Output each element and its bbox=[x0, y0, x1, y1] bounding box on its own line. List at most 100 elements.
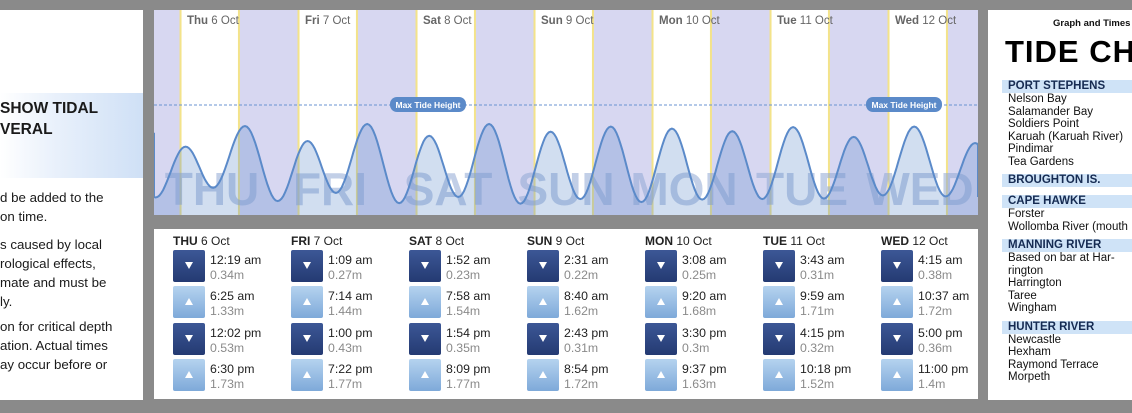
info-para1-line2: on time. bbox=[0, 209, 48, 224]
high-tide-button[interactable] bbox=[881, 286, 913, 318]
region-header[interactable]: PORT STEPHENS bbox=[1002, 80, 1132, 93]
region-header[interactable]: BROUGHTON IS. bbox=[1002, 174, 1132, 187]
high-tide-button[interactable] bbox=[173, 359, 205, 391]
tide-height: 1.73m bbox=[210, 377, 245, 391]
region-name: CAPE HAWKE bbox=[1008, 195, 1086, 207]
location-panel: Graph and Times TIDE CH PORT STEPHENS Nel… bbox=[988, 10, 1132, 400]
location-link[interactable]: Wingham bbox=[1008, 302, 1057, 314]
low-tide-button[interactable] bbox=[763, 250, 795, 282]
low-tide-button[interactable] bbox=[409, 323, 441, 355]
watermark-day-label: TUE bbox=[756, 163, 848, 215]
chevron-down-icon bbox=[421, 335, 429, 342]
location-link[interactable]: Soldiers Point bbox=[1008, 118, 1079, 130]
location-link[interactable]: Wollomba River (mouth bbox=[1008, 220, 1128, 233]
location-link[interactable]: Forster bbox=[1008, 208, 1045, 220]
location-link[interactable]: Salamander Bay bbox=[1008, 105, 1094, 118]
location-link[interactable]: Tea Gardens bbox=[1008, 155, 1074, 168]
low-tide-button[interactable] bbox=[409, 250, 441, 282]
day-header: FRI 7 Oct bbox=[291, 234, 343, 248]
low-tide-button[interactable] bbox=[881, 250, 913, 282]
high-tide-button[interactable] bbox=[763, 286, 795, 318]
tide-row: 1:54 pm 0.35m bbox=[409, 323, 507, 357]
tide-height: 0.23m bbox=[446, 268, 481, 282]
location-link[interactable]: Morpeth bbox=[1008, 371, 1051, 383]
high-tide-button[interactable] bbox=[291, 359, 323, 391]
high-tide-button[interactable] bbox=[291, 286, 323, 318]
high-tide-button[interactable] bbox=[645, 286, 677, 318]
region-name: MANNING RIVER bbox=[1008, 239, 1102, 251]
max-tide-label-fri-bg bbox=[390, 97, 466, 112]
tide-height: 1.68m bbox=[682, 304, 717, 318]
tide-height: 0.43m bbox=[328, 341, 363, 355]
location-link[interactable]: Based on bar at Har- bbox=[1008, 252, 1115, 264]
high-tide-button[interactable] bbox=[763, 359, 795, 391]
tide-row: 6:25 am 1.33m bbox=[173, 286, 271, 320]
day-header: TUE 11 Oct bbox=[763, 234, 825, 248]
high-tide-button[interactable] bbox=[645, 359, 677, 391]
tide-height: 0.31m bbox=[564, 341, 599, 355]
low-tide-button[interactable] bbox=[291, 250, 323, 282]
tide-height: 0.31m bbox=[800, 268, 835, 282]
location-link[interactable]: Newcastle bbox=[1008, 333, 1062, 346]
tide-row: 7:58 am 1.54m bbox=[409, 286, 507, 320]
tide-time: 12:19 am bbox=[210, 253, 262, 267]
tide-height: 0.34m bbox=[210, 268, 245, 282]
high-tide-button[interactable] bbox=[527, 359, 559, 391]
low-tide-button[interactable] bbox=[763, 323, 795, 355]
tide-time: 3:30 pm bbox=[682, 326, 727, 340]
tide-height: 0.38m bbox=[918, 268, 953, 282]
low-tide-button[interactable] bbox=[527, 250, 559, 282]
tide-time: 9:20 am bbox=[682, 289, 727, 303]
day-column-tue: TUE 11 Oct 3:43 am 0.31m 9:59 am 1.71m 4:15 p… bbox=[744, 229, 862, 399]
tide-row: 10:37 am 1.72m bbox=[881, 286, 978, 320]
chevron-down-icon bbox=[775, 262, 783, 269]
low-tide-button[interactable] bbox=[881, 323, 913, 355]
daylight-band bbox=[652, 10, 711, 215]
chevron-up-icon bbox=[303, 298, 311, 305]
location-link[interactable]: Pindimar bbox=[1008, 143, 1054, 155]
tide-height: 1.4m bbox=[918, 377, 946, 391]
low-tide-button[interactable] bbox=[527, 323, 559, 355]
day-column-sat: SAT 8 Oct 1:52 am 0.23m 7:58 am 1.54m 1:54 pm… bbox=[390, 229, 508, 399]
tide-row: 8:40 am 1.62m bbox=[527, 286, 625, 320]
location-link[interactable]: rington bbox=[1008, 264, 1044, 277]
tide-height: 1.77m bbox=[328, 377, 363, 391]
tide-row: 1:52 am 0.23m bbox=[409, 250, 507, 284]
high-tide-button[interactable] bbox=[527, 286, 559, 318]
daylight-band bbox=[534, 10, 593, 215]
tide-height: 1.52m bbox=[800, 377, 835, 391]
low-tide-button[interactable] bbox=[173, 250, 205, 282]
location-link[interactable]: Nelson Bay bbox=[1008, 93, 1067, 105]
location-link[interactable]: Taree bbox=[1008, 289, 1037, 302]
chevron-up-icon bbox=[893, 371, 901, 378]
location-link[interactable]: Hexham bbox=[1008, 346, 1051, 358]
low-tide-button[interactable] bbox=[645, 250, 677, 282]
low-tide-button[interactable] bbox=[291, 323, 323, 355]
high-tide-button[interactable] bbox=[881, 359, 913, 391]
info-para2-line4: ly. bbox=[0, 294, 13, 309]
region-header[interactable]: CAPE HAWKE bbox=[1002, 195, 1132, 208]
tide-graph: THU FRI SAT SUN MON TUE WED Thu 6 Oct Fri 7 Oct S… bbox=[154, 10, 978, 215]
region-header[interactable]: HUNTER RIVER bbox=[1002, 320, 1132, 334]
info-para3-line3: ay occur before or bbox=[0, 357, 108, 372]
chevron-down-icon bbox=[303, 262, 311, 269]
region-header[interactable]: MANNING RIVER bbox=[1002, 239, 1132, 252]
chevron-down-icon bbox=[303, 335, 311, 342]
day-column-thu: THU 6 Oct 12:19 am 0.34m 6:25 am 1.33m 12:02 … bbox=[154, 229, 272, 399]
high-tide-button[interactable] bbox=[409, 286, 441, 318]
tide-time: 8:09 pm bbox=[446, 362, 491, 376]
low-tide-button[interactable] bbox=[173, 323, 205, 355]
location-link[interactable]: Harrington bbox=[1008, 277, 1062, 289]
location-link[interactable]: Raymond Terrace bbox=[1008, 358, 1099, 371]
high-tide-button[interactable] bbox=[409, 359, 441, 391]
high-tide-button[interactable] bbox=[173, 286, 205, 318]
location-link[interactable]: Karuah (Karuah River) bbox=[1008, 130, 1124, 143]
tide-height: 0.53m bbox=[210, 341, 245, 355]
low-tide-button[interactable] bbox=[645, 323, 677, 355]
chevron-up-icon bbox=[421, 298, 429, 305]
tide-row: 2:31 am 0.22m bbox=[527, 250, 625, 284]
tide-height: 1.63m bbox=[682, 377, 717, 391]
chevron-up-icon bbox=[775, 298, 783, 305]
day-header: MON 10 Oct bbox=[645, 234, 712, 248]
tide-time: 9:59 am bbox=[800, 289, 845, 303]
